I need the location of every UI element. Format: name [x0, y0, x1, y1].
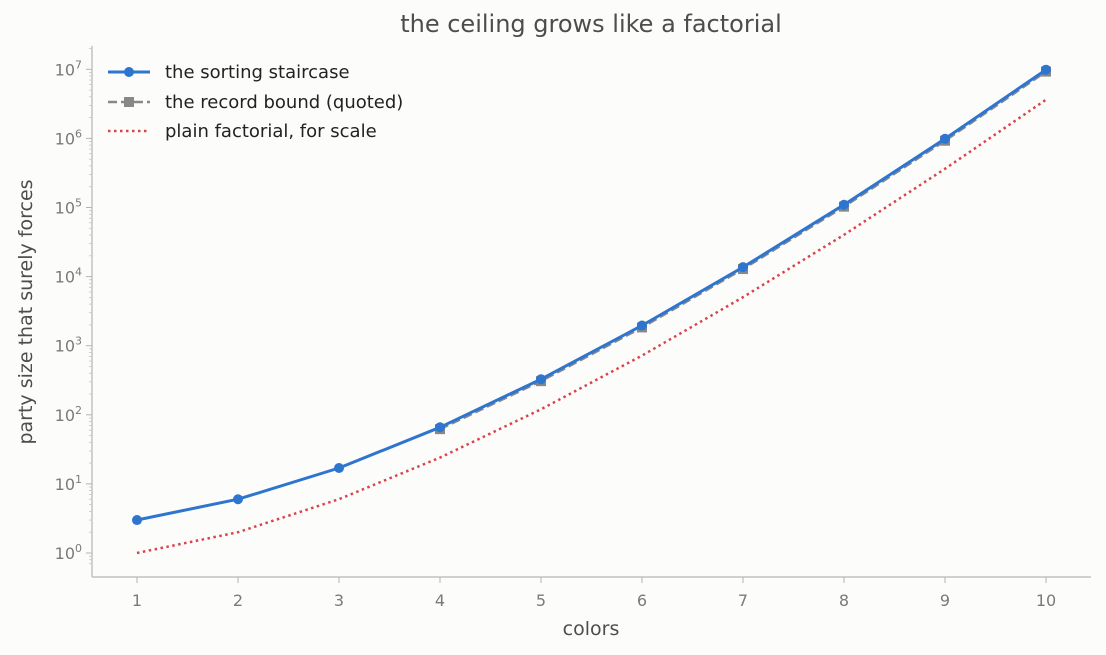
y-tick-label: 102	[55, 404, 82, 425]
data-point	[132, 515, 142, 526]
legend-marker	[124, 67, 134, 77]
x-tick-label: 2	[233, 591, 243, 610]
data-point	[536, 374, 546, 385]
series-line-0	[136, 68, 1047, 522]
legend-label-2: plain factorial, for scale	[165, 121, 377, 142]
data-point	[839, 199, 849, 210]
legend-label-1: the record bound (quoted)	[165, 92, 403, 113]
x-tick-label: 1	[132, 591, 142, 610]
x-axis-label: colors	[563, 618, 620, 640]
y-tick-label: 101	[55, 473, 82, 494]
data-point	[738, 262, 748, 273]
x-tick-label: 6	[637, 591, 647, 610]
data-point	[334, 462, 344, 473]
x-tick-label: 9	[940, 591, 950, 610]
x-tick-label: 5	[536, 591, 546, 610]
data-point	[435, 422, 445, 433]
y-axis-label: party size that surely forces	[15, 179, 37, 444]
legend-marker	[124, 97, 134, 107]
data-point	[1041, 64, 1051, 75]
y-tick-label: 106	[55, 127, 82, 148]
data-point	[233, 494, 243, 505]
y-tick-label: 104	[55, 266, 82, 287]
y-tick-label: 107	[55, 58, 82, 79]
y-tick-label: 105	[55, 197, 82, 218]
chart-title: the ceiling grows like a factorial	[400, 10, 782, 38]
series-line-1	[439, 70, 1047, 431]
legend: the sorting staircase the record bound (q…	[108, 62, 403, 142]
legend-label-0: the sorting staircase	[165, 62, 350, 83]
x-tick-label: 10	[1036, 591, 1056, 610]
data-point	[637, 320, 647, 331]
y-tick-label: 100	[55, 542, 82, 563]
data-point	[940, 133, 950, 144]
plot-area	[132, 64, 1051, 555]
x-tick-label: 4	[435, 591, 445, 610]
series-line-2	[136, 98, 1047, 555]
x-tick-label: 7	[738, 591, 748, 610]
axes: 1 2 3 4 5 6 7 8 9 10 100 101 102 103 104 105 106 107	[55, 46, 1091, 610]
y-tick-label: 103	[55, 335, 82, 356]
x-tick-label: 8	[839, 591, 849, 610]
x-tick-label: 3	[334, 591, 344, 610]
